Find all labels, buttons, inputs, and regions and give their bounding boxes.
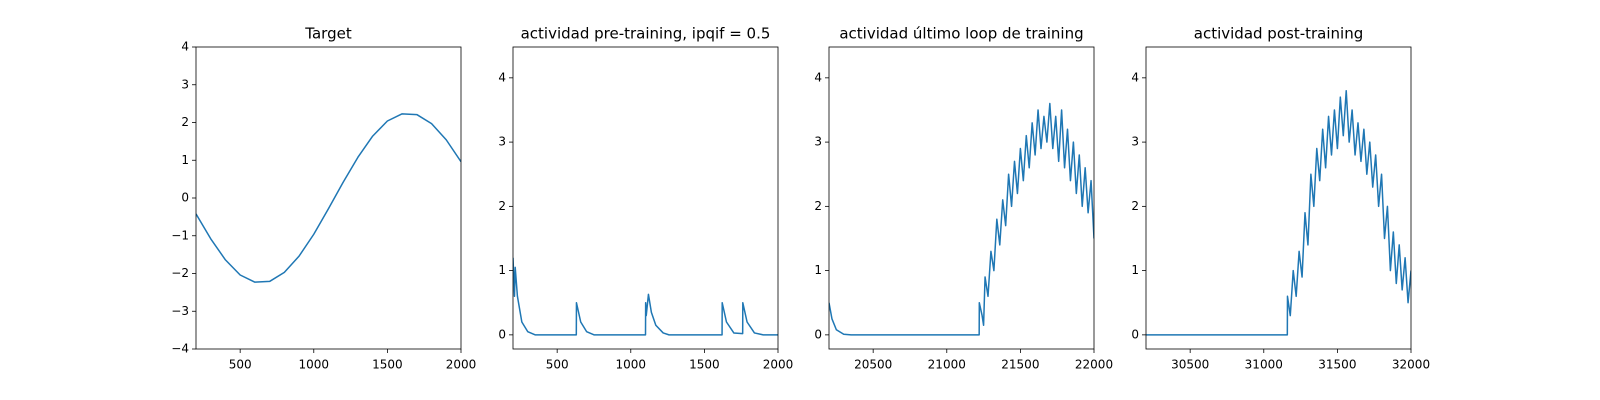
y-tick-label: 0: [181, 191, 189, 205]
x-tick-label: 1500: [372, 358, 403, 372]
x-tick-label: 32000: [1392, 358, 1430, 372]
y-tick-label: 1: [498, 263, 506, 277]
y-tick-label: 1: [1131, 263, 1139, 277]
axes-frame: [828, 46, 1095, 350]
data-line: [513, 257, 778, 336]
y-tick-label: 4: [181, 40, 189, 54]
y-tick-label: 4: [1131, 70, 1139, 84]
y-tick-label: 2: [814, 199, 822, 213]
y-tick-label: 3: [181, 77, 189, 91]
y-tick-label: 4: [814, 70, 822, 84]
x-tick-label: 2000: [763, 358, 794, 372]
y-tick-label: −1: [171, 228, 189, 242]
x-tick-label: 1000: [616, 358, 647, 372]
x-tick-label: 20500: [854, 358, 892, 372]
x-tick-label: 500: [229, 358, 252, 372]
chart-title: actividad último loop de training: [839, 25, 1083, 43]
y-tick-label: −2: [171, 266, 189, 280]
y-tick-label: 4: [498, 70, 506, 84]
y-tick-label: 2: [1131, 199, 1139, 213]
data-line: [829, 102, 1094, 336]
x-tick-label: 2000: [446, 358, 477, 372]
x-tick-label: 31000: [1245, 358, 1283, 372]
y-tick-label: 1: [181, 153, 189, 167]
y-tick-label: 3: [1131, 135, 1139, 149]
y-tick-label: 2: [181, 115, 189, 129]
x-tick-label: 30500: [1171, 358, 1209, 372]
x-tick-label: 1000: [299, 358, 330, 372]
chart-title: Target: [304, 25, 352, 43]
x-tick-label: 22000: [1075, 358, 1113, 372]
y-tick-label: 0: [1131, 327, 1139, 341]
y-tick-label: 0: [498, 327, 506, 341]
data-line: [1146, 89, 1411, 336]
data-line: [196, 113, 461, 283]
y-tick-label: −4: [171, 342, 189, 356]
x-tick-label: 21500: [1001, 358, 1039, 372]
y-tick-label: 0: [814, 327, 822, 341]
y-tick-label: 3: [814, 135, 822, 149]
x-tick-label: 500: [546, 358, 569, 372]
axes-frame: [1145, 46, 1412, 350]
chart-title: actividad post-training: [1194, 25, 1363, 43]
axes-frame: [195, 46, 462, 350]
x-tick-label: 21000: [928, 358, 966, 372]
x-tick-label: 31500: [1318, 358, 1356, 372]
y-tick-label: −3: [171, 304, 189, 318]
y-tick-label: 1: [814, 263, 822, 277]
x-tick-label: 1500: [689, 358, 720, 372]
y-tick-label: 3: [498, 135, 506, 149]
chart-title: actividad pre-training, ipqif = 0.5: [521, 25, 771, 43]
axes-frame: [512, 46, 779, 350]
y-tick-label: 2: [498, 199, 506, 213]
